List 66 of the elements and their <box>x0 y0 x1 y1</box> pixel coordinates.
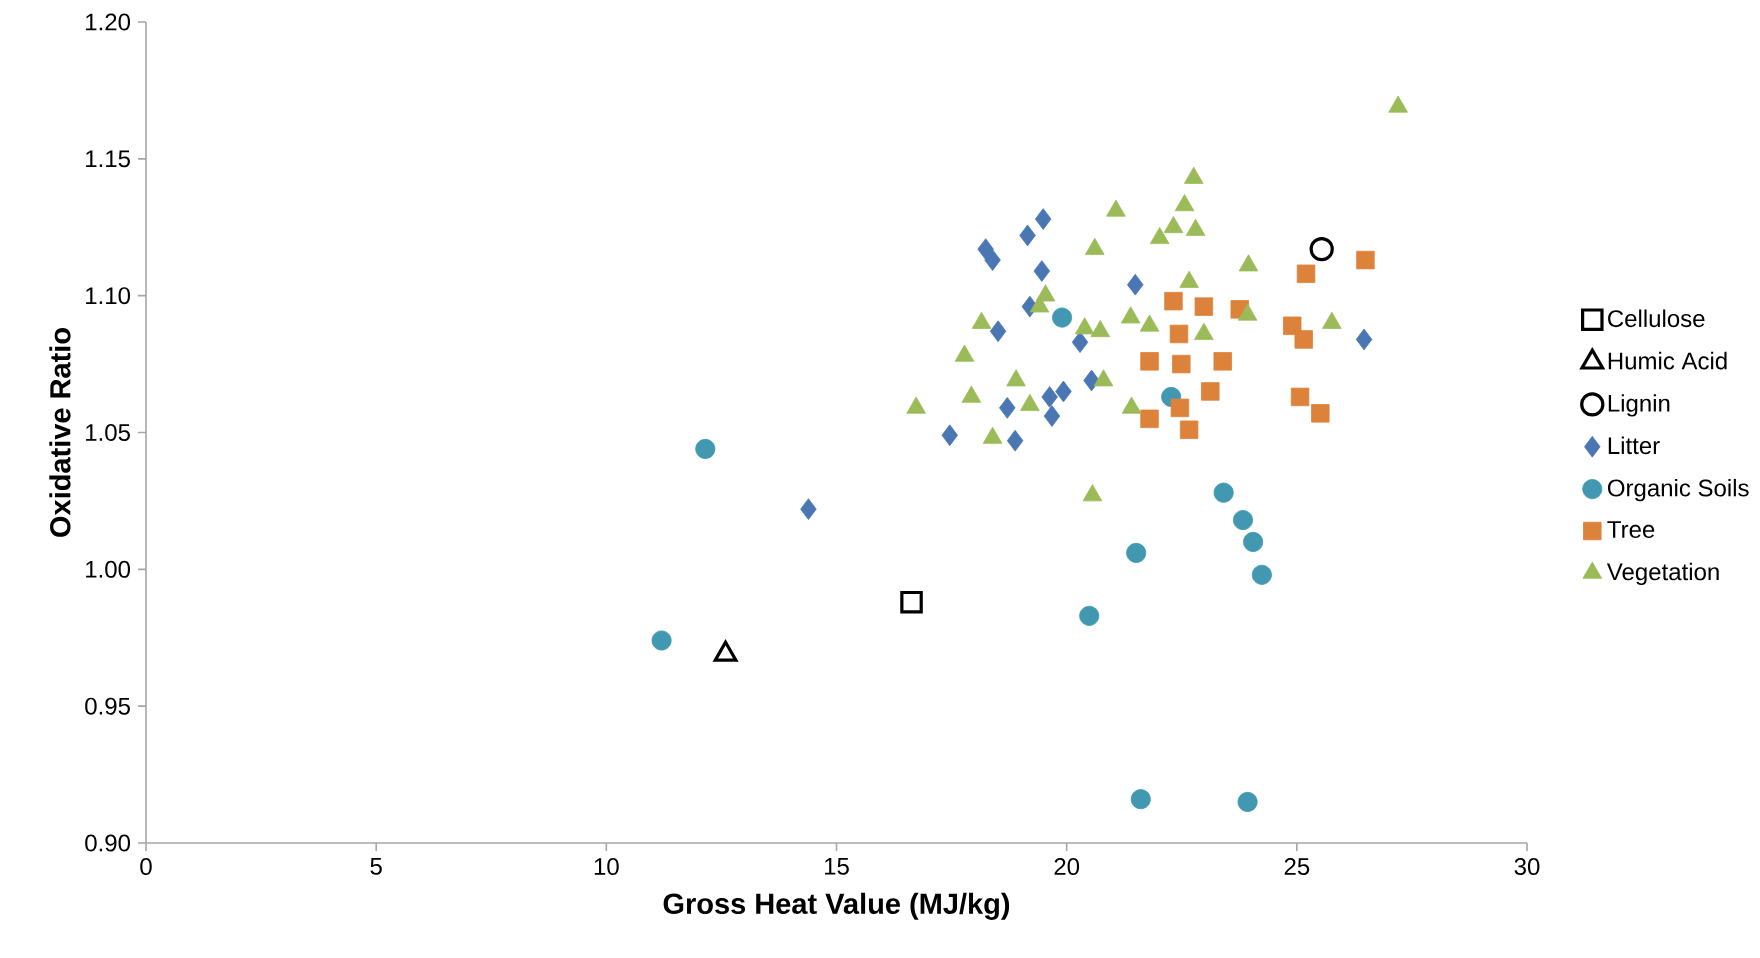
point <box>941 424 958 447</box>
y-axis-title: Oxidative Ratio <box>49 328 71 537</box>
y-tick-label: 1.10 <box>86 287 131 305</box>
x-tick-label: 5 <box>370 858 382 875</box>
point <box>1055 380 1072 403</box>
y-tick-label: 1.05 <box>86 424 130 442</box>
point <box>1127 273 1144 296</box>
point <box>1355 328 1373 351</box>
point <box>1296 264 1316 283</box>
point <box>1041 386 1058 408</box>
point <box>1309 236 1334 262</box>
legend-label: Lignin <box>1608 394 1670 417</box>
point <box>1237 791 1258 812</box>
point <box>1052 307 1073 328</box>
x-tick-label: 0 <box>140 858 152 876</box>
point <box>1179 420 1199 439</box>
x-tick-label: 30 <box>1514 858 1540 876</box>
x-tick-label: 20 <box>1054 858 1080 876</box>
point <box>1140 409 1159 429</box>
point <box>1169 324 1189 344</box>
point <box>1130 789 1151 810</box>
y-tick-label: 1.15 <box>86 150 130 168</box>
point <box>1311 404 1330 423</box>
point <box>1035 208 1052 230</box>
point <box>1232 510 1253 531</box>
point <box>900 590 923 614</box>
point <box>1170 398 1190 418</box>
point <box>1213 482 1234 503</box>
point <box>651 630 672 651</box>
point <box>1043 405 1061 427</box>
y-tick-label: 0.95 <box>85 697 130 715</box>
y-tick-label: 1.00 <box>86 560 131 578</box>
point <box>1356 250 1375 270</box>
point <box>1194 297 1214 316</box>
point <box>695 438 716 459</box>
point <box>800 498 817 520</box>
point <box>1251 564 1272 585</box>
legend-label: Litter <box>1608 436 1660 455</box>
point <box>1201 382 1220 401</box>
x-tick-label: 15 <box>825 858 849 875</box>
y-tick-label: 0.90 <box>85 834 131 852</box>
point <box>1172 354 1191 374</box>
point <box>1213 352 1232 371</box>
point <box>1140 352 1159 371</box>
y-tick-label: 1.20 <box>86 13 131 31</box>
legend-label: Vegetation <box>1606 562 1719 586</box>
point <box>1243 531 1264 552</box>
point <box>1294 330 1313 349</box>
legend-label: Humic Acid <box>1608 351 1727 370</box>
point <box>1079 605 1100 626</box>
point <box>1006 429 1024 452</box>
legend-label: Tree <box>1607 521 1655 539</box>
point <box>989 320 1007 343</box>
point <box>1290 387 1310 407</box>
point <box>1164 291 1183 311</box>
point <box>999 397 1016 419</box>
point <box>1083 369 1100 392</box>
point <box>984 249 1001 271</box>
point <box>1033 260 1051 282</box>
point <box>1126 542 1147 563</box>
point <box>1019 224 1036 247</box>
legend-label: Cellulose <box>1608 309 1705 328</box>
legend-label: Organic Soils <box>1607 478 1749 502</box>
x-axis-title: Gross Heat Value (MJ/kg) <box>663 892 1010 920</box>
x-tick-label: 10 <box>594 858 619 876</box>
x-tick-label: 25 <box>1284 858 1310 876</box>
